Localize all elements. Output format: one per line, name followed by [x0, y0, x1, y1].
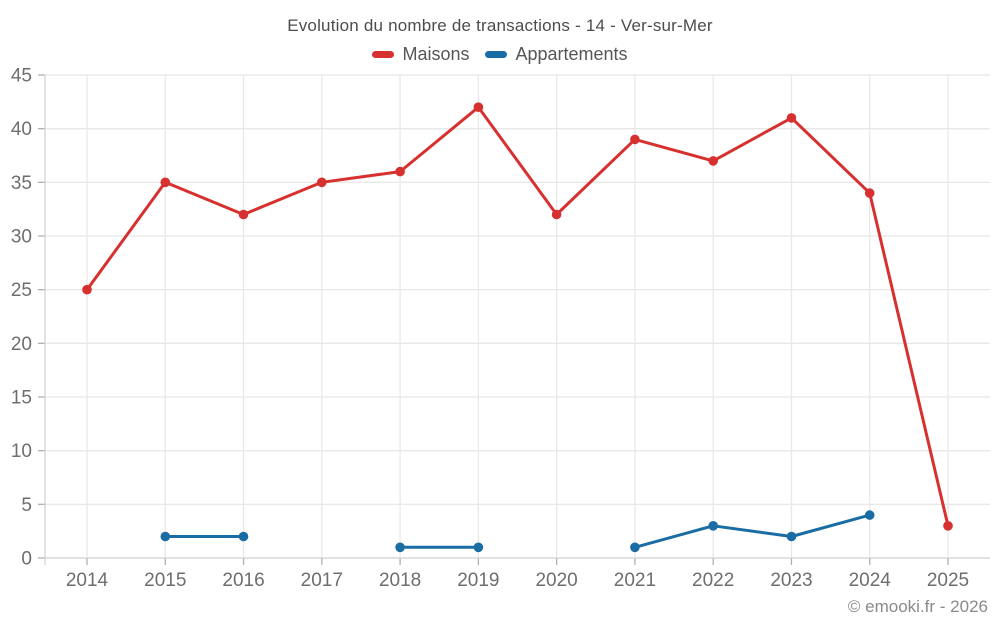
maisons-point-2017[interactable]: [317, 177, 327, 188]
x-tick-label: 2021: [614, 570, 656, 591]
legend-item-appartements[interactable]: Appartements: [485, 44, 628, 65]
appartements-legend-label: Appartements: [515, 44, 628, 64]
maisons-legend-label: Maisons: [402, 44, 470, 64]
x-tick-label: 2023: [770, 570, 812, 591]
maisons-legend-swatch: [372, 51, 395, 58]
maisons-point-2021[interactable]: [630, 134, 640, 145]
chart-title: Evolution du nombre de transactions - 14…: [287, 16, 713, 35]
appartements-point-2022[interactable]: [708, 521, 718, 531]
appartements-line: [163, 513, 872, 549]
maisons-point-2023[interactable]: [786, 113, 797, 123]
x-tick-label: 2015: [144, 570, 186, 591]
x-tick-label: 2019: [457, 570, 499, 591]
maisons-point-2024[interactable]: [864, 188, 875, 198]
x-tick-label: 2022: [692, 570, 734, 591]
maisons-point-2014[interactable]: [82, 284, 92, 295]
y-tick-label: 15: [11, 388, 32, 409]
maisons-point-2025[interactable]: [943, 521, 953, 531]
x-tick-label: 2020: [535, 570, 577, 591]
x-tick-label: 2017: [301, 570, 343, 591]
maisons-line: [85, 105, 950, 528]
maisons-point-2019[interactable]: [473, 102, 484, 112]
y-tick-label: 40: [11, 119, 32, 140]
y-tick-label: 30: [11, 227, 32, 248]
maisons-point-2018[interactable]: [395, 166, 405, 177]
appartements-point-2016[interactable]: [238, 531, 249, 542]
legend-item-maisons[interactable]: Maisons: [372, 44, 469, 65]
x-tick-label: 2024: [849, 570, 892, 591]
maisons-point-2015[interactable]: [160, 177, 171, 188]
appartements-point-2019[interactable]: [473, 542, 484, 553]
appartements-point-2015[interactable]: [160, 531, 171, 542]
appartements-point-2018[interactable]: [395, 542, 405, 553]
x-tick-label: 2025: [927, 570, 969, 591]
appartements-point-2024[interactable]: [864, 510, 875, 520]
y-tick-label: 10: [11, 441, 32, 462]
appartements-legend-swatch: [485, 51, 508, 58]
x-tick-label: 2014: [66, 570, 109, 591]
x-tick-label: 2016: [222, 570, 264, 591]
y-tick-label: 25: [11, 280, 32, 301]
legend: Maisons Appartements: [0, 44, 1000, 65]
x-tick-label: 2018: [379, 570, 421, 591]
appartements-point-2021[interactable]: [630, 542, 640, 553]
y-tick-label: 20: [11, 334, 32, 355]
watermark: © emooki.fr - 2026: [847, 597, 988, 616]
maisons-point-2016[interactable]: [238, 209, 249, 220]
y-tick-label: 35: [11, 173, 32, 194]
appartements-point-2023[interactable]: [786, 531, 797, 542]
y-tick-label: 45: [11, 66, 32, 87]
y-tick-label: 5: [21, 495, 32, 516]
maisons-point-2022[interactable]: [708, 156, 718, 166]
maisons-point-2020[interactable]: [551, 209, 562, 220]
y-tick-label: 0: [21, 549, 32, 570]
